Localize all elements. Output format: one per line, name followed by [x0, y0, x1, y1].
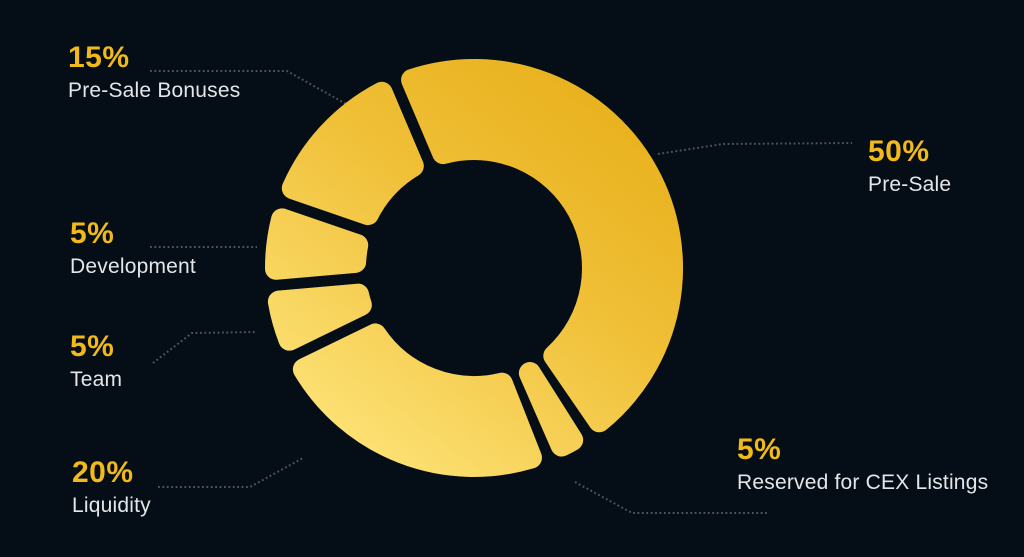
liquidity-label: Liquidity: [72, 494, 151, 517]
segment-liquidity: [292, 323, 542, 477]
segment-pre-sale-bonuses: [281, 81, 424, 226]
segment-pre-sale: [401, 59, 684, 433]
bonuses-label: Pre-Sale Bonuses: [68, 79, 241, 102]
liquidity-percent: 20%: [72, 456, 134, 489]
donut-segments: [264, 59, 684, 477]
bonuses-percent: 15%: [68, 41, 130, 74]
leader-line-pre-sale: [657, 142, 853, 155]
callout-pre-sale-bonuses: 15% Pre-Sale Bonuses: [68, 43, 240, 103]
segment-reserved-for-cex-listings: [518, 362, 584, 457]
segment-team: [267, 283, 372, 351]
callout-team: 5% Team: [70, 332, 122, 392]
callout-liquidity: 20% Liquidity: [72, 458, 151, 518]
leader-line-liquidity: [158, 457, 304, 488]
team-percent: 5%: [70, 330, 115, 363]
development-label: Development: [70, 255, 196, 278]
callout-development: 5% Development: [70, 219, 196, 279]
callout-pre-sale: 50% Pre-Sale: [868, 137, 951, 197]
segment-development: [264, 208, 369, 280]
development-percent: 5%: [70, 217, 115, 250]
team-label: Team: [70, 368, 123, 391]
leader-line-team: [152, 331, 258, 364]
leader-line-cex-listings: [574, 481, 768, 514]
leader-line-pre-sale-bonuses: [150, 70, 349, 106]
callout-cex-listings: 5% Reserved for CEX Listings: [737, 435, 988, 495]
leader-lines: [150, 70, 853, 514]
pre-sale-label: Pre-Sale: [868, 173, 952, 196]
cex-percent: 5%: [737, 433, 782, 466]
cex-label: Reserved for CEX Listings: [737, 471, 989, 494]
pre-sale-percent: 50%: [868, 135, 930, 168]
